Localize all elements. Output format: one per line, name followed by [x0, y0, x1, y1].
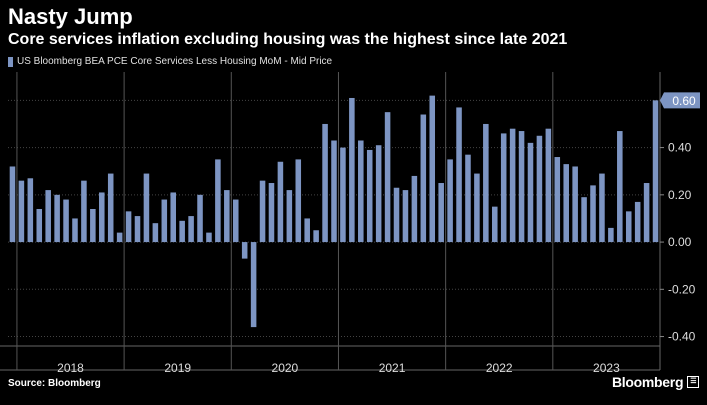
bar — [491, 206, 498, 243]
bar — [63, 199, 69, 243]
bar — [536, 135, 543, 243]
bar — [420, 114, 427, 243]
bar — [107, 173, 114, 243]
bar — [313, 230, 319, 243]
bar — [125, 211, 132, 243]
bar — [393, 187, 400, 243]
bar — [18, 180, 25, 243]
bar — [375, 145, 382, 243]
bar — [366, 149, 373, 243]
source-note: Source: Bloomberg — [8, 378, 101, 389]
y-tick-label: -0.40 — [668, 330, 696, 344]
bar — [465, 154, 471, 243]
bar — [99, 192, 105, 243]
bar — [188, 216, 194, 243]
bar — [250, 242, 257, 328]
bar — [241, 242, 248, 259]
bar — [143, 173, 150, 243]
x-tick-label: 2021 — [379, 361, 406, 375]
bar — [643, 183, 650, 243]
bloomberg-logo-badge: ☰ — [687, 376, 700, 388]
y-tick-label: -0.20 — [668, 282, 696, 296]
last-value-label: 0.60 — [672, 94, 696, 108]
bar — [36, 209, 43, 243]
bloomberg-logo: Bloomberg ☰ — [612, 374, 700, 390]
bar — [572, 166, 578, 243]
bar — [134, 216, 141, 243]
bar — [45, 190, 51, 243]
bar — [447, 159, 453, 243]
bar — [304, 218, 310, 243]
y-tick-label: 0.20 — [668, 188, 692, 202]
bar — [277, 161, 284, 243]
bar — [527, 142, 534, 243]
bar — [509, 128, 516, 243]
last-value-callout — [660, 92, 700, 109]
x-tick-label: 2023 — [593, 361, 620, 375]
bar — [179, 220, 185, 243]
bar — [9, 166, 16, 243]
bar — [429, 95, 436, 243]
bar — [27, 178, 34, 243]
bar — [411, 175, 418, 243]
x-tick-label: 2020 — [272, 361, 299, 375]
bar — [215, 159, 221, 243]
x-tick-label: 2019 — [164, 361, 191, 375]
bar — [608, 227, 614, 243]
bar — [259, 180, 266, 243]
bar — [563, 164, 569, 243]
bar — [197, 194, 203, 243]
bar — [456, 107, 462, 243]
bar — [331, 140, 337, 243]
x-tick-label: 2022 — [486, 361, 513, 375]
bar — [384, 112, 391, 243]
bloomberg-logo-text: Bloomberg — [612, 374, 684, 390]
bar — [625, 211, 632, 243]
bar — [116, 232, 123, 243]
bar — [599, 173, 605, 243]
bar — [438, 183, 444, 243]
bar — [224, 190, 230, 243]
bar — [617, 131, 623, 243]
bar — [268, 183, 275, 243]
bar — [322, 123, 328, 243]
legend-label: US Bloomberg BEA PCE Core Services Less … — [17, 56, 333, 67]
bar — [54, 194, 60, 243]
bar — [286, 190, 293, 243]
x-tick-label: 2018 — [57, 361, 84, 375]
bar — [652, 100, 659, 243]
bar — [358, 140, 364, 243]
bar — [474, 173, 480, 243]
bar — [518, 131, 525, 243]
bar — [581, 197, 587, 243]
chart-subtitle: Core services inflation excluding housin… — [8, 31, 568, 48]
bar — [161, 199, 168, 243]
bar — [72, 218, 78, 243]
bar — [483, 123, 489, 243]
legend-swatch — [8, 56, 13, 67]
bar — [545, 128, 552, 243]
y-tick-label: 0.40 — [668, 141, 692, 155]
bar — [170, 192, 177, 243]
bar — [554, 157, 561, 243]
bar — [81, 180, 87, 243]
bar — [232, 199, 239, 243]
chart-title: Nasty Jump — [8, 4, 133, 29]
legend: US Bloomberg BEA PCE Core Services Less … — [8, 56, 332, 67]
bar — [152, 223, 159, 243]
y-tick-label: 0.00 — [668, 235, 692, 249]
bar — [349, 97, 355, 243]
bar — [402, 190, 409, 243]
bar — [295, 159, 302, 243]
bar — [634, 201, 641, 243]
bar — [590, 185, 596, 243]
bar — [340, 147, 346, 243]
bar — [206, 232, 212, 243]
bar — [90, 209, 96, 243]
bar — [500, 133, 507, 243]
